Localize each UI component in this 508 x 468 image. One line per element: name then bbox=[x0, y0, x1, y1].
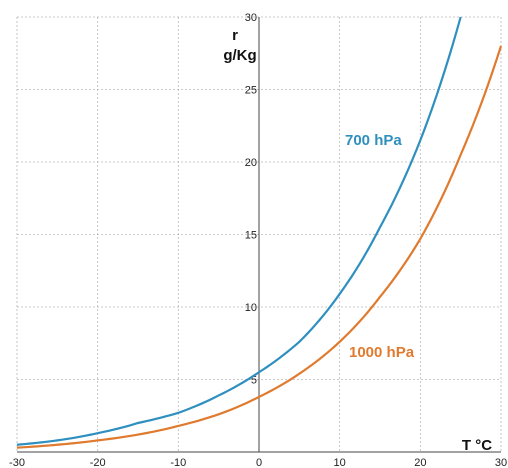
x-tick-label: 30 bbox=[495, 457, 507, 468]
x-tick-label: -20 bbox=[90, 457, 106, 468]
series-line-1 bbox=[16, 45, 503, 449]
x-tick-label: -30 bbox=[9, 457, 25, 468]
y-tick-label: 20 bbox=[245, 157, 257, 169]
y-tick-label: 30 bbox=[245, 12, 257, 24]
y-tick-label: 5 bbox=[251, 375, 257, 387]
y-tick-label: 25 bbox=[245, 85, 257, 97]
series-label-700-hpa: 700 hPa bbox=[345, 132, 402, 149]
x-tick-label: 10 bbox=[334, 457, 346, 468]
axes: -30 -20 -10 0 10 20 30 5 10 15 20 25 30 bbox=[9, 12, 507, 468]
series-line-0 bbox=[16, 16, 462, 446]
y-axis-label-line2: g/Kg bbox=[223, 47, 256, 64]
x-tick-label: 20 bbox=[414, 457, 426, 468]
x-tick-label: 0 bbox=[256, 457, 262, 468]
x-axis-label: T °C bbox=[462, 437, 492, 454]
y-tick-label: 10 bbox=[245, 302, 257, 314]
labels: r g/Kg T °C 700 hPa 1000 hPa bbox=[223, 27, 492, 454]
y-tick-label: 15 bbox=[245, 230, 257, 242]
y-axis-label-line1: r bbox=[232, 27, 238, 44]
x-tick-label: -10 bbox=[170, 457, 186, 468]
curves bbox=[16, 16, 503, 449]
series-label-1000-hpa: 1000 hPa bbox=[349, 344, 415, 361]
